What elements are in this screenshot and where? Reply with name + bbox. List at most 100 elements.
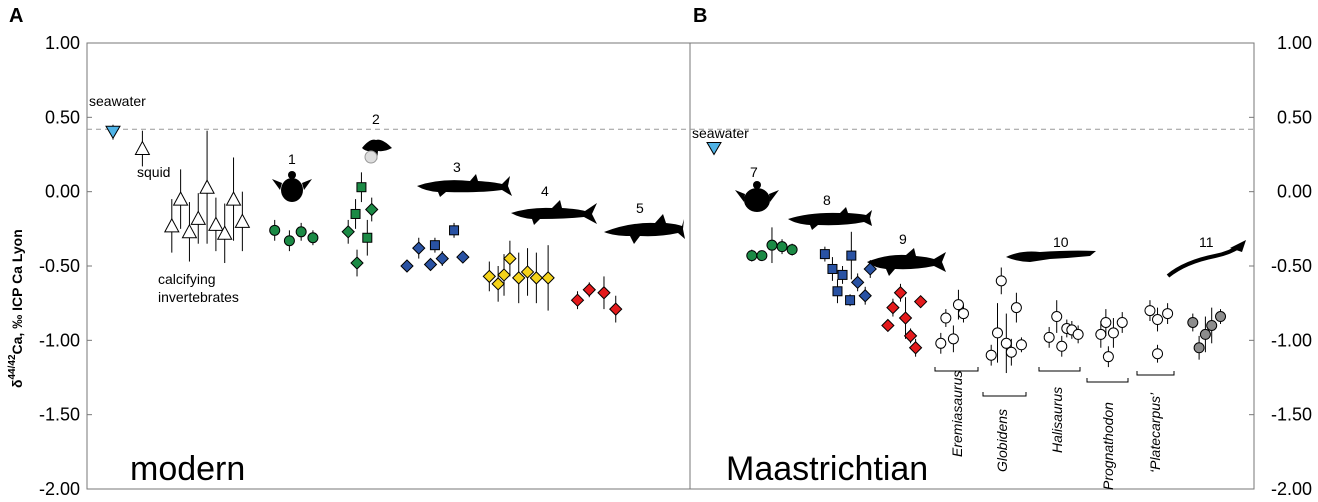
data-point-triangle-up	[172, 191, 189, 206]
y-axis-label-superscript: 44/42	[7, 354, 18, 379]
data-point-triangle-up	[234, 213, 251, 228]
data-point-diamond	[570, 293, 585, 307]
turtle-silhouette-b	[735, 181, 779, 212]
y-tick-label-right: 0.50	[1277, 107, 1312, 127]
data-point-circle	[295, 226, 307, 238]
y-tick-label-left: -2.00	[39, 479, 80, 499]
data-point-circle	[1043, 331, 1055, 343]
data-point-diamond	[482, 269, 497, 284]
mosasaur-silhouette-11	[1166, 244, 1242, 278]
data-point-circle	[957, 308, 969, 320]
data-point-diamond	[582, 283, 596, 297]
panel-letter-b: B	[693, 5, 707, 27]
data-point-diamond	[898, 311, 913, 325]
data-point-circle	[1152, 314, 1164, 326]
data-point-diamond	[365, 202, 379, 217]
bracket-platecarpus	[1136, 371, 1175, 376]
group-number-5: 5	[636, 200, 644, 216]
y-tick-label-right: -1.50	[1271, 405, 1312, 425]
bracket-globidens	[982, 392, 1027, 397]
mosasaur-head-11	[1230, 240, 1246, 252]
mosasaur-silhouette-8	[788, 207, 872, 230]
data-point-circle	[756, 250, 768, 262]
y-tick-label-right: -2.00	[1271, 479, 1312, 499]
group-number-10: 10	[1053, 234, 1069, 250]
data-point-triangle-down	[105, 125, 121, 140]
data-point-circle	[1107, 327, 1119, 339]
data-point-triangle-up	[190, 210, 207, 225]
data-point-diamond	[597, 286, 611, 300]
data-point-diamond	[512, 271, 526, 285]
data-point-diamond	[497, 268, 511, 282]
taxon-platecarpus: ‘Platecarpus’	[1147, 392, 1163, 473]
taxon-halisaurus: Halisaurus	[1049, 387, 1065, 453]
data-point-circle	[1051, 311, 1063, 323]
shark-silhouette-5	[604, 214, 685, 244]
data-point-circle	[766, 239, 778, 251]
data-point-circle	[935, 337, 947, 349]
data-point-diamond	[863, 262, 877, 276]
era-label-maastrichtian: Maastrichtian	[726, 450, 928, 488]
data-point-triangle-up	[134, 140, 151, 156]
data-point-circle	[1072, 328, 1084, 340]
data-point-circle	[1199, 328, 1211, 340]
data-point-diamond	[423, 257, 438, 272]
data-point-circle	[1010, 302, 1022, 314]
taxon-prognathodon: Prognathodon	[1100, 402, 1116, 490]
data-point-circle	[1187, 316, 1199, 328]
data-point-square	[356, 182, 367, 193]
taxon-brackets	[934, 367, 1175, 397]
data-point-circle	[995, 275, 1007, 287]
group-number-1: 1	[288, 151, 296, 167]
y-tick-label-right: 0.00	[1277, 182, 1312, 202]
seawater-label-a: seawater	[89, 93, 146, 109]
data-point-square	[350, 208, 361, 219]
y-tick-label-right: -1.00	[1271, 330, 1312, 350]
data-point-diamond	[881, 318, 895, 333]
group-number-11: 11	[1199, 234, 1214, 250]
data-point-diamond	[609, 302, 623, 316]
data-point-square	[827, 263, 838, 274]
data-point-circle	[1015, 339, 1027, 351]
data-point-circle	[1102, 351, 1114, 363]
squid-label: squid	[137, 164, 170, 180]
data-point-diamond	[850, 275, 865, 290]
y-tick-label-left: -0.50	[39, 256, 80, 276]
shark-silhouette-4	[511, 200, 597, 225]
data-point-square	[837, 269, 848, 280]
data-point-triangle-up	[163, 217, 180, 233]
group-number-3: 3	[453, 159, 461, 175]
plot-frame	[86, 42, 1255, 490]
data-point-diamond	[908, 341, 923, 355]
data-point-square	[819, 249, 830, 260]
data-point-diamond	[913, 294, 928, 309]
group-number-8: 8	[823, 192, 831, 208]
data-point-circle	[1005, 346, 1017, 358]
bracket-prognathodon	[1086, 378, 1129, 383]
data-point-circle	[746, 250, 758, 262]
data-point-diamond	[886, 300, 900, 315]
data-point-diamond	[503, 251, 517, 266]
era-label-modern: modern	[130, 450, 245, 488]
bracket-eremiasaurus	[934, 367, 979, 372]
data-point-circle	[1000, 337, 1012, 349]
data-point-circle	[1206, 319, 1218, 331]
data-point-triangle-up	[208, 216, 224, 231]
data-point-diamond	[341, 225, 355, 239]
data-point-circle	[1100, 316, 1112, 328]
group-number-2: 2	[372, 111, 380, 127]
data-point-circle	[307, 232, 319, 244]
data-point-circle	[283, 235, 295, 247]
data-point-circle	[1116, 316, 1128, 328]
y-tick-label-left: 0.50	[45, 107, 80, 127]
y-tick-label-left: 0.00	[45, 182, 80, 202]
data-point-diamond	[491, 277, 505, 291]
data-point-square	[845, 295, 856, 306]
data-point-square	[832, 286, 843, 297]
data-point-square	[846, 250, 857, 261]
data-point-circle	[992, 327, 1003, 339]
turtle-silhouette-a	[272, 171, 312, 202]
shark-silhouette-9	[867, 248, 946, 276]
data-point-square	[449, 225, 460, 236]
